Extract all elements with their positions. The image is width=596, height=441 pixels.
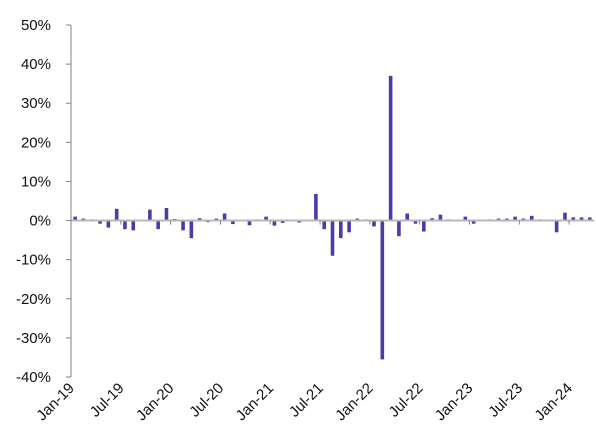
bar-sep-22 [438, 214, 443, 221]
y-tick-label: 50% [21, 17, 51, 34]
bar-jun-21 [314, 193, 318, 221]
bar-aug-20 [231, 220, 235, 225]
bar-dec-19 [164, 208, 169, 221]
bar-nov-19 [156, 220, 160, 230]
bar-dec-20 [264, 216, 268, 221]
bar-jul-20 [222, 213, 227, 221]
x-tick-label: Jan-22 [332, 380, 376, 424]
bar-dec-23 [563, 212, 567, 221]
y-tick-label: -40% [16, 369, 51, 386]
bar-jun-19 [114, 208, 119, 221]
x-tick-label: Jan-21 [233, 380, 277, 424]
bar-oct-19 [148, 209, 152, 221]
bars-layer [73, 75, 592, 360]
x-tick-label: Jul-23 [485, 380, 526, 421]
y-tick-label: -10% [16, 252, 51, 269]
bar-mar-24 [588, 217, 592, 221]
bar-jan-22 [372, 220, 376, 227]
bar-may-19 [106, 220, 111, 228]
x-axis-ticks: Jan-19 Jul-19 Jan-20 Jul-20 Jan-21 Jul-21 Jan-… [33, 220, 576, 424]
bar-mar-20 [189, 220, 194, 239]
y-tick-label: 30% [21, 95, 51, 112]
x-tick-label: Jan-19 [33, 380, 77, 424]
bar-aug-21 [330, 220, 335, 256]
bar-jul-19 [123, 220, 127, 230]
bar-jul-22 [422, 220, 426, 232]
x-tick-label: Jul-21 [286, 380, 327, 421]
bar-dec-22 [463, 216, 468, 221]
bar-may-22 [405, 213, 410, 221]
x-tick-label: Jan-24 [531, 380, 575, 424]
bar-feb-20 [181, 220, 185, 231]
x-tick-label: Jan-23 [432, 380, 476, 424]
bar-oct-20 [247, 220, 252, 226]
bar-feb-24 [579, 217, 584, 221]
y-tick-label: 10% [21, 173, 51, 190]
bar-aug-19 [131, 220, 136, 231]
bar-oct-21 [347, 220, 351, 233]
bar-nov-23 [554, 220, 559, 233]
bar-jan-24 [571, 217, 576, 221]
bar-apr-20 [197, 218, 202, 221]
bar-jan-21 [272, 220, 277, 226]
bar-feb-21 [280, 220, 285, 223]
bar-apr-19 [98, 220, 102, 224]
x-tick-label: Jul-20 [186, 380, 227, 421]
bar-jul-21 [322, 220, 326, 230]
bar-jun-23 [513, 216, 517, 221]
bar-jan-19 [73, 216, 77, 221]
y-tick-label: 0% [29, 213, 51, 230]
bar-feb-22 [380, 220, 385, 360]
y-tick-label: 20% [21, 134, 51, 151]
y-axis-ticks: 50% 40% 30% 20% 10% 0% -10% -20% -30% -40% [16, 17, 71, 386]
bar-jun-22 [413, 220, 418, 224]
x-tick-label: Jul-22 [386, 380, 427, 421]
bar-sep-21 [339, 220, 343, 239]
bar-mar-22 [388, 75, 393, 221]
bar-aug-22 [430, 218, 434, 221]
y-tick-label: -30% [16, 330, 51, 347]
bar-apr-22 [397, 220, 401, 237]
x-tick-label: Jan-20 [133, 380, 177, 424]
bar-aug-23 [529, 215, 534, 221]
x-tick-label: Jul-19 [87, 380, 128, 421]
y-tick-label: -20% [16, 291, 51, 308]
y-tick-label: 40% [21, 56, 51, 73]
bar-jan-23 [471, 220, 476, 224]
